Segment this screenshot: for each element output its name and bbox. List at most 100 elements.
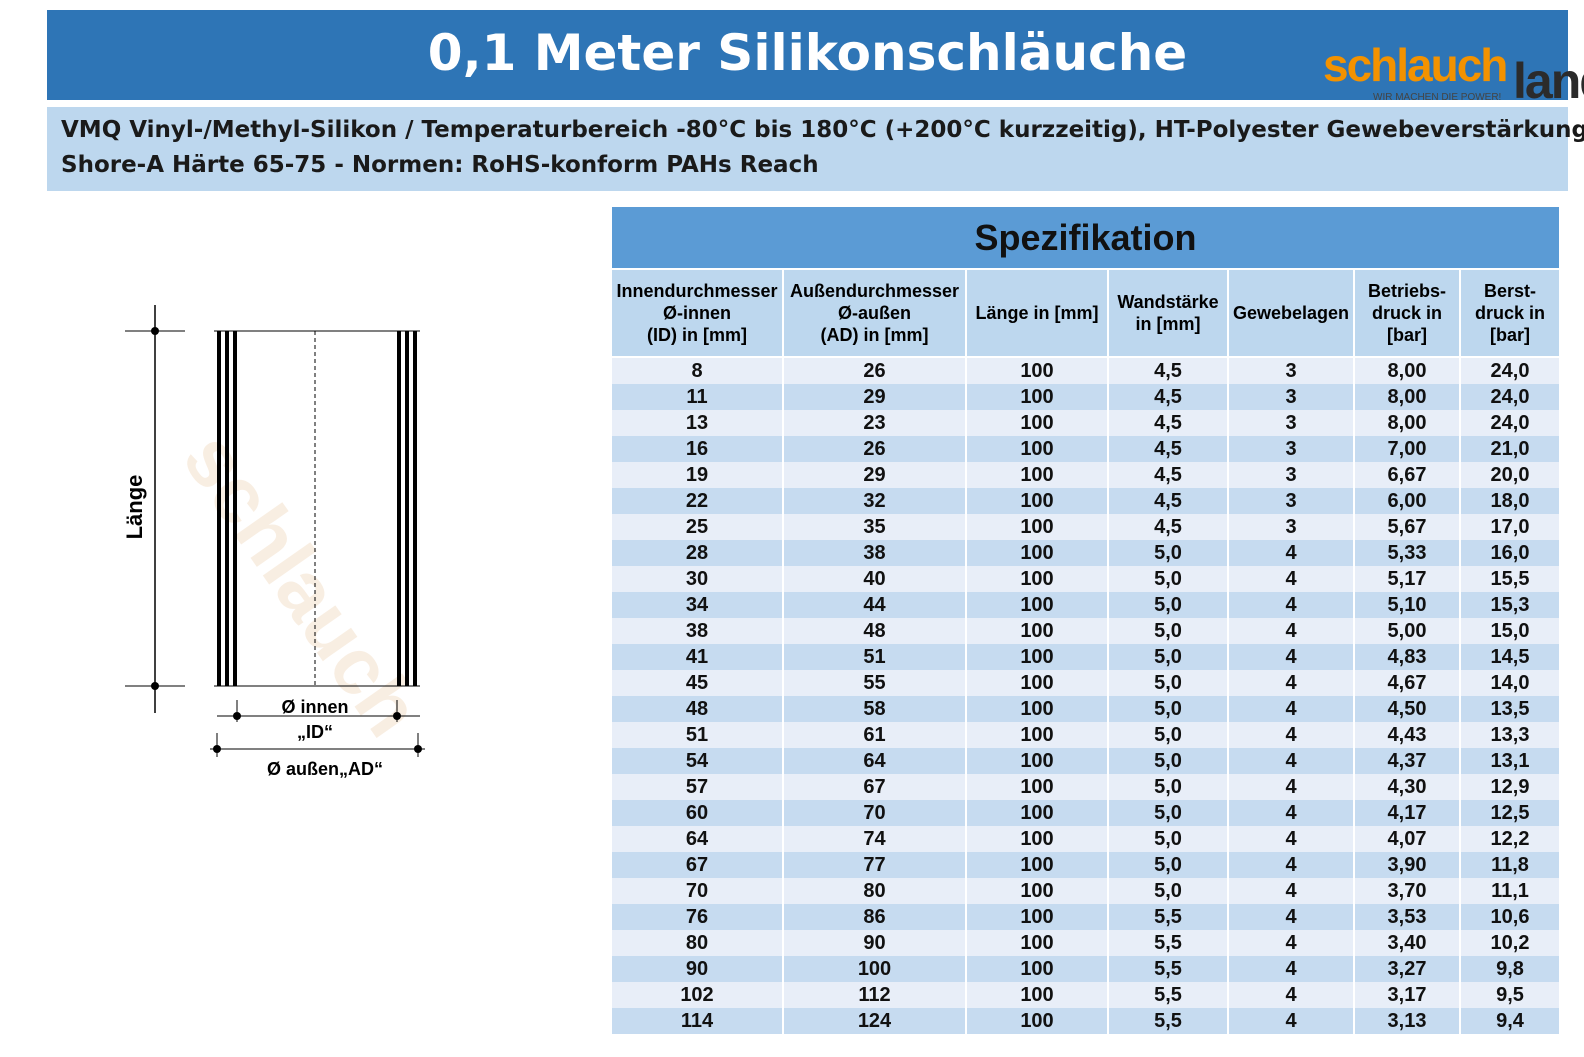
table-cell: 100	[966, 410, 1109, 436]
table-cell: 76	[612, 904, 784, 930]
table-row: 19 29 100 4,5 3 6,67 20,0	[612, 462, 1562, 488]
table-row: 57 67 100 5,0 4 4,30 12,9	[612, 774, 1562, 800]
table-cell: 100	[966, 357, 1109, 384]
table-cell: 100	[966, 852, 1109, 878]
table-cell: 100	[966, 800, 1109, 826]
table-cell: 8,00	[1354, 384, 1461, 410]
table-cell: 4	[1228, 644, 1355, 670]
table-cell: 4,5	[1108, 384, 1229, 410]
table-row: 48 58 100 5,0 4 4,50 13,5	[612, 696, 1562, 722]
table-cell: 100	[966, 644, 1109, 670]
table-cell: 3	[1228, 488, 1355, 514]
table-row: 16 26 100 4,5 3 7,00 21,0	[612, 436, 1562, 462]
table-cell: 3	[1228, 462, 1355, 488]
table-cell: 100	[966, 826, 1109, 852]
table-cell: 23	[783, 410, 967, 436]
table-row: 45 55 100 5,0 4 4,67 14,0	[612, 670, 1562, 696]
table-cell: 3,70	[1354, 878, 1461, 904]
table-cell: 77	[783, 852, 967, 878]
table-cell: 4	[1228, 852, 1355, 878]
table-cell: 5,0	[1108, 722, 1229, 748]
table-cell: 4	[1228, 826, 1355, 852]
table-cell: 28	[612, 540, 784, 566]
table-cell: 74	[783, 826, 967, 852]
table-cell: 4	[1228, 982, 1355, 1008]
table-cell: 5,67	[1354, 514, 1461, 540]
table-cell: 100	[966, 436, 1109, 462]
table-cell: 54	[612, 748, 784, 774]
table-cell: 5,0	[1108, 670, 1229, 696]
table-cell: 100	[966, 1008, 1109, 1034]
table-cell: 5,17	[1354, 566, 1461, 592]
table-cell: 12,5	[1460, 800, 1562, 826]
table-cell: 19	[612, 462, 784, 488]
table-cell: 22	[612, 488, 784, 514]
table-cell: 38	[783, 540, 967, 566]
table-cell: 4,5	[1108, 514, 1229, 540]
column-header: Wandstärke in [mm]	[1108, 269, 1229, 358]
table-cell: 4,5	[1108, 488, 1229, 514]
table-row: 114 124 100 5,5 4 3,13 9,4	[612, 1008, 1562, 1034]
table-cell: 9,8	[1460, 956, 1562, 982]
table-cell: 67	[612, 852, 784, 878]
table-cell: 3,27	[1354, 956, 1461, 982]
table-cell: 18,0	[1460, 488, 1562, 514]
table-cell: 5,0	[1108, 696, 1229, 722]
table-cell: 4	[1228, 878, 1355, 904]
table-row: 11 29 100 4,5 3 8,00 24,0	[612, 384, 1562, 410]
table-cell: 102	[612, 982, 784, 1008]
table-cell: 35	[783, 514, 967, 540]
table-row: 22 32 100 4,5 3 6,00 18,0	[612, 488, 1562, 514]
table-cell: 8,00	[1354, 357, 1461, 384]
table-cell: 29	[783, 384, 967, 410]
table-cell: 4	[1228, 774, 1355, 800]
page-title: 0,1 Meter Silikonschläuche	[427, 24, 1188, 82]
table-cell: 55	[783, 670, 967, 696]
table-cell: 8,00	[1354, 410, 1461, 436]
table-cell: 4	[1228, 748, 1355, 774]
table-cell: 3,90	[1354, 852, 1461, 878]
table-cell: 41	[612, 644, 784, 670]
table-cell: 100	[966, 592, 1109, 618]
table-cell: 90	[783, 930, 967, 956]
table-cell: 80	[612, 930, 784, 956]
table-row: 64 74 100 5,0 4 4,07 12,2	[612, 826, 1562, 852]
table-cell: 100	[966, 904, 1109, 930]
table-cell: 5,0	[1108, 618, 1229, 644]
column-header: Innendurchmesser Ø-innen (ID) in [mm]	[612, 269, 784, 358]
table-cell: 5,0	[1108, 852, 1229, 878]
table-cell: 124	[783, 1008, 967, 1034]
table-cell: 24,0	[1460, 384, 1562, 410]
table-cell: 9,4	[1460, 1008, 1562, 1034]
table-cell: 4	[1228, 904, 1355, 930]
logo-part: schlauch	[1323, 39, 1508, 91]
table-row: 34 44 100 5,0 4 5,10 15,3	[612, 592, 1562, 618]
table-cell: 13,5	[1460, 696, 1562, 722]
table-cell: 26	[783, 357, 967, 384]
table-cell: 51	[612, 722, 784, 748]
table-cell: 5,0	[1108, 826, 1229, 852]
table-row: 102 112 100 5,5 4 3,17 9,5	[612, 982, 1562, 1008]
table-row: 76 86 100 5,5 4 3,53 10,6	[612, 904, 1562, 930]
table-cell: 16	[612, 436, 784, 462]
column-header: Außendurchmesser Ø-außen (AD) in [mm]	[783, 269, 967, 358]
table-cell: 86	[783, 904, 967, 930]
table-cell: 3,13	[1354, 1008, 1461, 1034]
id-label: Ø innen	[282, 697, 349, 717]
table-cell: 3	[1228, 436, 1355, 462]
table-cell: 7,00	[1354, 436, 1461, 462]
spec-table: Spezifikation Innendurchmesser Ø-innen (I…	[612, 207, 1562, 1034]
table-row: 25 35 100 4,5 3 5,67 17,0	[612, 514, 1562, 540]
table-cell: 4,83	[1354, 644, 1461, 670]
table-cell: 4,17	[1354, 800, 1461, 826]
table-cell: 4	[1228, 566, 1355, 592]
table-cell: 6,00	[1354, 488, 1461, 514]
table-cell: 17,0	[1460, 514, 1562, 540]
table-cell: 34	[612, 592, 784, 618]
table-cell: 5,5	[1108, 956, 1229, 982]
table-cell: 8	[612, 357, 784, 384]
table-cell: 4	[1228, 618, 1355, 644]
table-cell: 5,0	[1108, 540, 1229, 566]
table-cell: 4	[1228, 722, 1355, 748]
table-row: 28 38 100 5,0 4 5,33 16,0	[612, 540, 1562, 566]
